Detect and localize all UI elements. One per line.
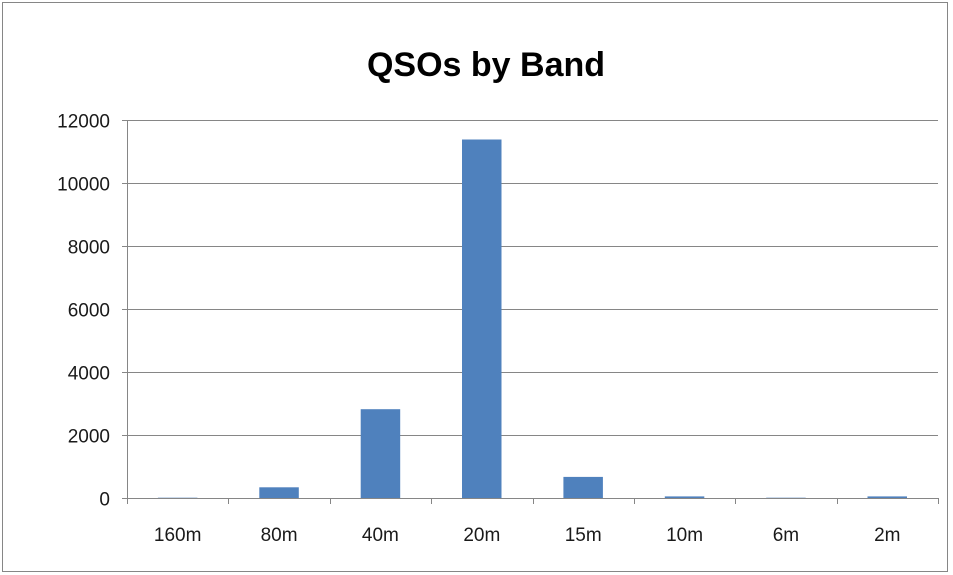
bars	[157, 139, 907, 498]
x-tick-label: 15m	[565, 525, 602, 546]
y-tick-label: 6000	[68, 301, 110, 322]
x-tick-label: 80m	[261, 525, 298, 546]
gridlines	[122, 120, 938, 436]
y-tick-label: 2000	[68, 427, 110, 448]
bar-2m	[867, 496, 907, 498]
x-tick-label: 10m	[666, 525, 703, 546]
bar-10m	[664, 496, 705, 498]
bar-15m	[563, 476, 603, 498]
y-tick-label: 0	[99, 490, 110, 511]
bar-40m	[360, 409, 401, 498]
chart-title: QSOs by Band	[367, 46, 605, 84]
bar-80m	[259, 487, 299, 498]
x-tick-label: 6m	[773, 525, 799, 546]
x-axis-ticks: 160m 80m 40m 20m 15m 10m 6m 2m	[154, 525, 901, 546]
x-tick-label: 2m	[874, 525, 900, 546]
y-axis-ticks: 0 2000 4000 6000 8000 10000 12000	[57, 112, 110, 511]
axes	[122, 120, 939, 504]
y-tick-label: 10000	[57, 175, 110, 196]
y-tick-label: 12000	[57, 112, 110, 133]
x-tick-label: 160m	[154, 525, 202, 546]
x-tick-label: 20m	[463, 525, 500, 546]
bar-20m	[462, 139, 502, 498]
y-tick-label: 4000	[68, 364, 110, 385]
y-tick-label: 8000	[68, 238, 110, 259]
x-tick-label: 40m	[362, 525, 399, 546]
